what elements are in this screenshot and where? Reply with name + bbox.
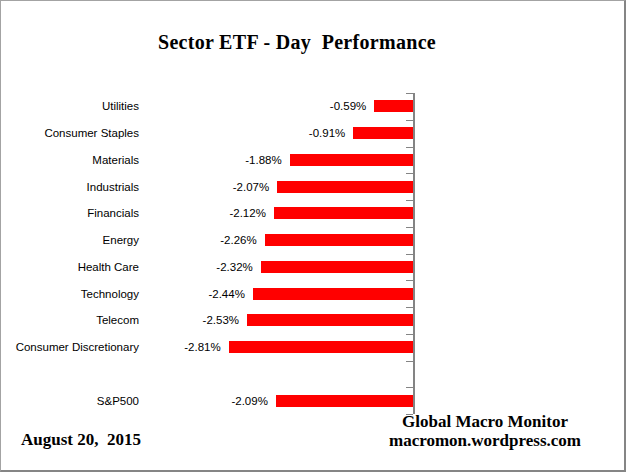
chart-row: Consumer Staples-0.91% (1, 120, 626, 147)
bar (265, 234, 413, 246)
bar (229, 341, 413, 353)
value-label: -2.44% (1, 280, 245, 307)
value-label: -2.07% (1, 173, 269, 200)
value-label: -2.09% (1, 387, 268, 414)
chart-row: Industrials-2.07% (1, 173, 626, 200)
chart-row: Health Care-2.32% (1, 254, 626, 281)
bar (261, 261, 413, 273)
chart-row: S&P500-2.09% (1, 387, 626, 414)
value-label: -2.53% (1, 307, 239, 334)
bar (274, 207, 413, 219)
chart-row: Energy-2.26% (1, 227, 626, 254)
plot-area: Utilities-0.59%Consumer Staples-0.91%Mat… (1, 1, 626, 472)
value-label: -0.59% (1, 93, 366, 120)
bar (290, 154, 413, 166)
bar (374, 100, 413, 112)
bar (276, 395, 413, 407)
bar (353, 127, 413, 139)
axis-tick (406, 361, 413, 362)
chart-row: Technology-2.44% (1, 280, 626, 307)
bar (277, 181, 413, 193)
value-label: -0.91% (1, 120, 345, 147)
footer-source: Global Macro Monitor macromon.wordpress.… (369, 412, 601, 450)
value-label: -2.12% (1, 200, 266, 227)
chart-row: Utilities-0.59% (1, 93, 626, 120)
chart-row: Materials-1.88% (1, 147, 626, 174)
value-label: -1.88% (1, 147, 282, 174)
chart-row: Telecom-2.53% (1, 307, 626, 334)
source-name: Global Macro Monitor (369, 412, 601, 431)
value-label: -2.81% (1, 334, 221, 361)
bar (253, 288, 413, 300)
chart-frame: Sector ETF - Day Performance Utilities-0… (0, 0, 626, 472)
value-label: -2.32% (1, 254, 253, 281)
chart-row: Consumer Discretionary-2.81% (1, 334, 626, 361)
value-label: -2.26% (1, 227, 257, 254)
source-url: macromon.wordpress.com (369, 431, 601, 450)
footer-date: August 20, 2015 (21, 430, 141, 450)
bar (247, 314, 413, 326)
chart-row: Financials-2.12% (1, 200, 626, 227)
